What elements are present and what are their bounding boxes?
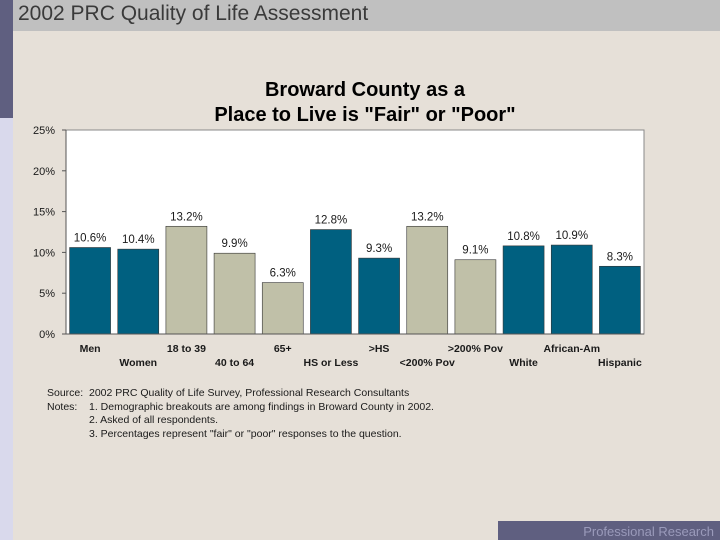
y-tick-label: 10% <box>33 247 55 259</box>
x-category-label: Hispanic <box>598 357 642 369</box>
note-row: 3. Percentages represent "fair" or "poor… <box>47 428 434 442</box>
chart-title-line-2: Place to Live is "Fair" or "Poor" <box>214 104 516 126</box>
x-category-label: White <box>509 357 538 369</box>
x-category-label: Women <box>119 357 157 369</box>
chart-title-line-1: Broward County as a <box>264 79 466 101</box>
bar <box>502 245 545 335</box>
header-bar: 2002 PRC Quality of Life Assessment <box>0 0 720 31</box>
page-title: 2002 PRC Quality of Life Assessment <box>18 2 369 25</box>
data-label: 9.3% <box>366 243 392 255</box>
x-category-label: Men <box>80 343 101 355</box>
bar <box>165 225 208 335</box>
source-text: 2002 PRC Quality of Life Survey, Profess… <box>89 387 410 399</box>
footer-text: Professional Research Consultants <box>583 524 714 539</box>
note-text: 1. Demographic breakouts are among findi… <box>89 400 434 413</box>
y-tick-label: 20% <box>33 166 55 178</box>
y-tick-label: 0% <box>39 329 55 341</box>
source-row: Source: 2002 PRC Quality of Life Survey,… <box>47 387 434 401</box>
data-label: 10.9% <box>555 230 588 242</box>
x-category-label: 18 to 39 <box>167 343 206 355</box>
bar <box>310 229 352 335</box>
data-label: 10.4% <box>122 234 155 246</box>
note-row: Notes: 1. Demographic breakouts are amon… <box>47 401 434 415</box>
y-tick-label: 15% <box>33 207 55 219</box>
bar <box>550 244 593 335</box>
bar <box>213 252 256 335</box>
data-label: 9.1% <box>462 245 488 257</box>
note-row: 2. Asked of all respondents. <box>47 414 434 428</box>
data-label: 13.2% <box>411 211 444 223</box>
x-category-label: >200% Pov <box>448 343 503 355</box>
data-label: 10.6% <box>74 233 107 245</box>
bar <box>599 265 641 335</box>
x-category-label: HS or Less <box>303 357 358 369</box>
left-accent-bar <box>0 0 13 118</box>
chart-title: Broward County as a Place to Live is "Fa… <box>150 78 580 128</box>
x-category-label: >HS <box>369 343 390 355</box>
data-label: 12.8% <box>315 215 348 227</box>
bar <box>261 282 304 335</box>
x-category-label: 65+ <box>274 343 292 355</box>
data-label: 13.2% <box>170 211 203 223</box>
x-category-label: African-Am <box>543 343 600 355</box>
data-label: 6.3% <box>270 268 296 280</box>
bar <box>358 257 400 335</box>
x-category-label: <200% Pov <box>400 357 455 369</box>
note-text: 3. Percentages represent "fair" or "poor… <box>89 427 402 440</box>
y-tick-label: 5% <box>39 288 55 300</box>
bar <box>69 247 111 335</box>
x-category-label: 40 to 64 <box>215 357 254 369</box>
footer-bar: Professional Research Consultants <box>498 521 720 540</box>
data-label: 10.8% <box>507 231 540 243</box>
bar <box>406 225 449 335</box>
source-label: Source: <box>47 387 84 399</box>
data-label: 8.3% <box>607 251 633 263</box>
plot-area <box>65 129 645 335</box>
bar <box>117 248 160 335</box>
y-tick-label: 25% <box>33 125 55 137</box>
left-accent-bar-light <box>0 118 13 540</box>
footnotes: Source: 2002 PRC Quality of Life Survey,… <box>47 387 434 441</box>
note-text: 2. Asked of all respondents. <box>89 414 218 426</box>
notes-label: Notes: <box>47 400 78 413</box>
data-label: 9.9% <box>221 238 247 250</box>
bar <box>454 259 497 335</box>
